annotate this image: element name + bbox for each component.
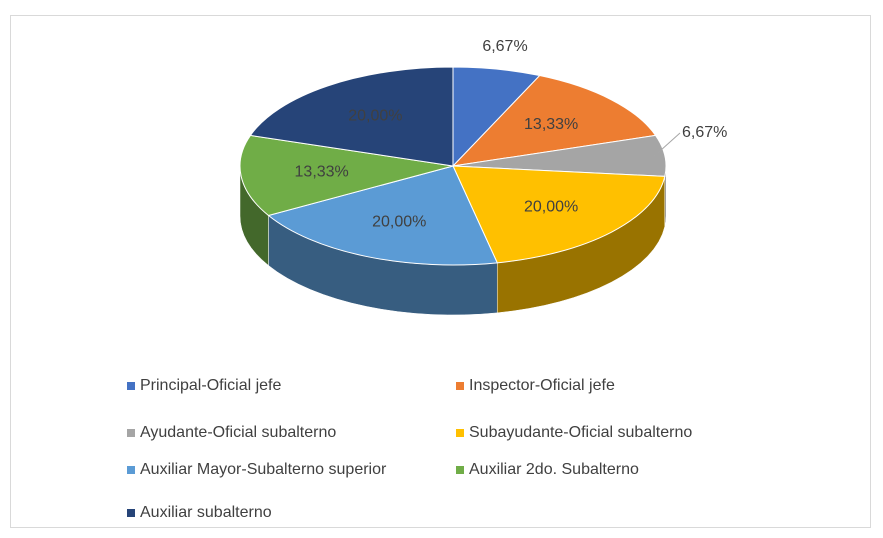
legend-swatch: [456, 429, 464, 437]
legend-label: Ayudante-Oficial subalterno: [140, 424, 336, 441]
legend-label: Principal-Oficial jefe: [140, 377, 281, 394]
legend-swatch: [127, 429, 135, 437]
data-label: 20,00%: [348, 108, 402, 125]
legend-label: Auxiliar Mayor-Subalterno superior: [140, 461, 387, 478]
legend-swatch: [456, 466, 464, 474]
legend-swatch: [456, 382, 464, 390]
pie-slice: [249, 66, 454, 167]
legend-label: Auxiliar subalterno: [140, 504, 272, 521]
legend-swatch: [127, 509, 135, 517]
data-label: 6,67%: [682, 124, 727, 141]
leader-line: [653, 132, 681, 157]
pie-slice: [452, 165, 666, 264]
legend-swatch: [127, 382, 135, 390]
pie-slice: [451, 75, 657, 167]
data-label: 13,33%: [524, 116, 578, 133]
data-label: 20,00%: [372, 213, 426, 230]
legend-swatch: [127, 466, 135, 474]
legend-label: Subayudante-Oficial subalterno: [469, 424, 692, 441]
pie-slice: [239, 134, 454, 217]
data-label: 13,33%: [295, 164, 349, 181]
legend-label: Inspector-Oficial jefe: [469, 377, 615, 394]
data-label: 20,00%: [524, 198, 578, 215]
pie-slice: [267, 165, 498, 266]
data-label: 6,67%: [482, 38, 527, 55]
legend-label: Auxiliar 2do. Subalterno: [469, 461, 639, 478]
